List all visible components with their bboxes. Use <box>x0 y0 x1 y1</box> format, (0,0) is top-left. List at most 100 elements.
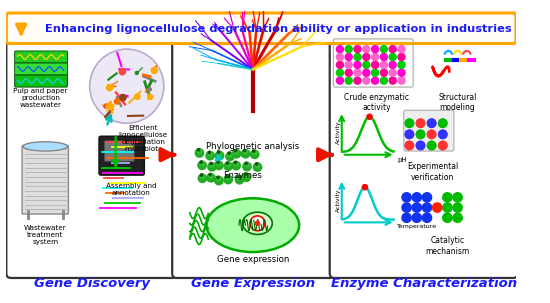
Circle shape <box>200 161 205 166</box>
Circle shape <box>453 213 462 222</box>
Circle shape <box>119 68 125 75</box>
Circle shape <box>427 130 436 138</box>
Circle shape <box>363 69 370 76</box>
Circle shape <box>228 152 230 154</box>
Circle shape <box>226 175 228 178</box>
Circle shape <box>234 150 239 154</box>
Circle shape <box>345 77 352 84</box>
Circle shape <box>208 151 210 154</box>
Circle shape <box>198 174 207 182</box>
Text: Assembly and
annotation: Assembly and annotation <box>106 182 157 195</box>
FancyBboxPatch shape <box>329 39 518 278</box>
Circle shape <box>381 69 387 76</box>
Circle shape <box>208 163 216 171</box>
Circle shape <box>354 61 361 68</box>
Circle shape <box>114 99 120 104</box>
Circle shape <box>255 163 260 168</box>
Circle shape <box>217 161 221 166</box>
Circle shape <box>217 176 219 178</box>
Circle shape <box>427 141 436 150</box>
Circle shape <box>412 193 421 202</box>
Circle shape <box>217 151 220 153</box>
Circle shape <box>232 161 240 170</box>
Text: Pulp and paper
production
wastewater: Pulp and paper production wastewater <box>13 88 68 108</box>
Text: Experimental
verification: Experimental verification <box>407 162 458 181</box>
Text: Gene Discovery: Gene Discovery <box>34 277 150 290</box>
Circle shape <box>245 162 247 165</box>
Circle shape <box>214 176 223 185</box>
Circle shape <box>135 94 140 99</box>
Text: Enzyme Characterization: Enzyme Characterization <box>331 277 518 290</box>
FancyBboxPatch shape <box>104 141 134 161</box>
FancyBboxPatch shape <box>172 39 334 278</box>
Circle shape <box>197 149 202 153</box>
Circle shape <box>381 77 387 84</box>
Circle shape <box>443 213 452 222</box>
Circle shape <box>427 130 436 138</box>
Circle shape <box>389 53 396 61</box>
Circle shape <box>234 161 239 166</box>
Circle shape <box>354 77 361 84</box>
Text: Catalytic
mechanism: Catalytic mechanism <box>425 236 470 256</box>
Circle shape <box>217 152 222 156</box>
Circle shape <box>207 174 215 182</box>
Circle shape <box>427 119 436 127</box>
Circle shape <box>443 203 452 212</box>
Circle shape <box>226 175 230 180</box>
Circle shape <box>90 49 164 123</box>
FancyBboxPatch shape <box>15 75 68 87</box>
Circle shape <box>372 61 378 68</box>
Circle shape <box>244 173 249 178</box>
Circle shape <box>416 130 425 138</box>
Circle shape <box>354 53 361 61</box>
Circle shape <box>416 141 425 150</box>
Circle shape <box>362 185 367 190</box>
Circle shape <box>224 175 232 184</box>
Circle shape <box>354 69 361 76</box>
Circle shape <box>398 69 405 76</box>
Text: Phylogenetic analysis: Phylogenetic analysis <box>206 142 299 151</box>
Circle shape <box>217 176 221 181</box>
Circle shape <box>398 77 405 84</box>
Circle shape <box>252 150 255 152</box>
Circle shape <box>422 203 432 212</box>
Circle shape <box>234 149 236 152</box>
Circle shape <box>398 45 405 53</box>
Circle shape <box>416 130 425 138</box>
Circle shape <box>250 216 265 231</box>
Text: pH: pH <box>397 157 407 163</box>
Ellipse shape <box>206 198 299 252</box>
Circle shape <box>389 45 396 53</box>
Circle shape <box>432 203 442 212</box>
Circle shape <box>405 119 414 127</box>
Circle shape <box>453 203 462 212</box>
Circle shape <box>337 61 343 68</box>
Circle shape <box>198 161 206 169</box>
Circle shape <box>372 69 378 76</box>
Circle shape <box>345 45 352 53</box>
Circle shape <box>206 152 214 160</box>
FancyBboxPatch shape <box>22 145 68 214</box>
Text: Gene expression: Gene expression <box>217 255 289 264</box>
Circle shape <box>238 175 240 178</box>
FancyBboxPatch shape <box>7 13 516 44</box>
Circle shape <box>412 203 421 212</box>
Circle shape <box>254 163 262 171</box>
Circle shape <box>405 130 414 138</box>
Circle shape <box>337 69 343 76</box>
Circle shape <box>214 161 223 170</box>
Circle shape <box>151 67 157 74</box>
Circle shape <box>104 104 108 108</box>
Circle shape <box>363 45 370 53</box>
Circle shape <box>389 69 396 76</box>
Circle shape <box>228 152 232 157</box>
Circle shape <box>252 150 257 155</box>
Circle shape <box>402 203 411 212</box>
Circle shape <box>405 119 414 127</box>
Circle shape <box>244 173 246 175</box>
Text: Efficient
lignocellulose
degradation
microbiota: Efficient lignocellulose degradation mic… <box>119 125 168 152</box>
Circle shape <box>255 221 260 226</box>
Circle shape <box>443 193 452 202</box>
Circle shape <box>422 193 432 202</box>
Circle shape <box>200 174 205 179</box>
